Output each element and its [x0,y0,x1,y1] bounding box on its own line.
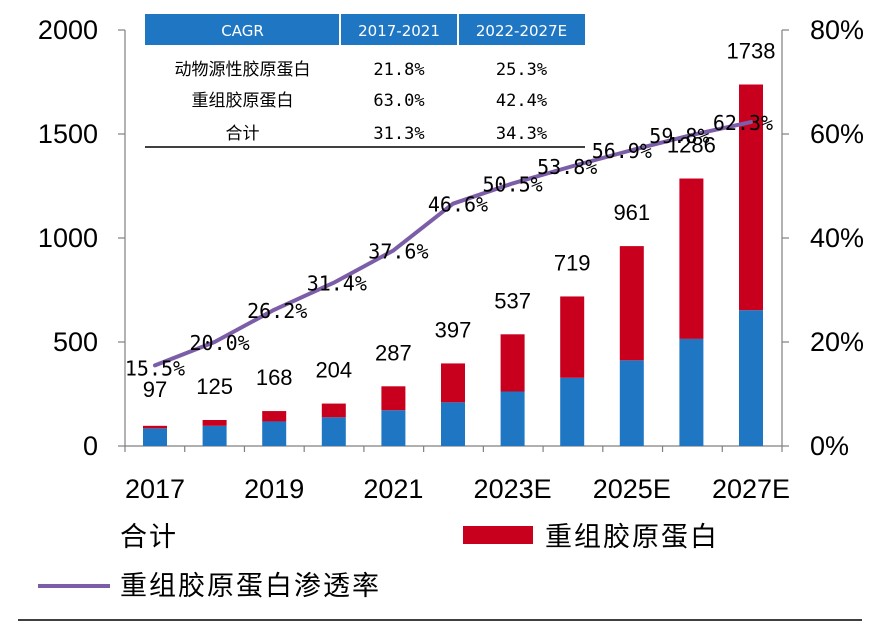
bar-total-segment [679,338,704,446]
legend-label-penetration: 重组胶原蛋白渗透率 [120,571,381,602]
bar-recombinant-segment [202,420,227,426]
bar-total-label: 97 [143,377,167,402]
y-right-tick-label: 80% [810,15,864,45]
bar-total-segment [143,428,167,446]
bar-recombinant-segment [560,296,585,378]
penetration-label: 59.8% [649,124,709,148]
penetration-label: 20.0% [189,331,249,355]
axes: 0 500 1000 1500 2000 0% 20% 40% 60% 80% 2017 2019 20… [38,15,864,504]
bar-total-label: 287 [375,340,412,365]
legend-label-total: 合计 [120,522,178,553]
cagr-header-bg [145,14,585,45]
bar-total-label: 1286 [667,133,716,158]
penetration-label: 62.3% [713,111,773,135]
bar-recombinant-segment [500,334,525,392]
y-left-tick-label: 500 [53,327,98,357]
penetration-label: 53.8% [537,155,597,179]
bar-total-label: 537 [494,288,531,313]
cagr-cell: 25.3% [496,60,547,80]
bar-total-segment [500,391,525,446]
bar-total-segment [262,421,287,446]
cagr-cell: 重组胶原蛋白 [192,91,294,111]
bar-recombinant-segment [143,425,167,429]
penetration-label: 56.9% [592,139,652,163]
bar-total-label: 1738 [727,38,776,63]
cagr-cell: 42.4% [496,91,547,111]
penetration-line [153,120,753,368]
cagr-cell: 21.8% [373,60,424,80]
bar-total-label: 719 [554,250,591,275]
y-left-tick-label: 0 [83,431,98,461]
bar-recombinant-segment [262,411,287,422]
cagr-table: CAGR 2017-2021 2022-2027E 动物源性胶原蛋白 21.8% 25.3… [145,14,585,148]
bar-recombinant-segment [679,178,704,339]
bar-recombinant-segment [381,386,406,411]
penetration-label: 31.4% [307,272,367,296]
bar-total-label: 961 [613,200,650,225]
penetration-label: 46.6% [428,193,488,217]
bar-total-segment [560,377,585,446]
bar-total-label: 397 [435,317,472,342]
bar-total-segment [739,310,763,446]
y-left-tick-label: 2000 [38,15,98,45]
x-tick-label: 2023E [474,474,552,504]
bar-total-label: 204 [315,358,352,383]
legend-swatch-recombinant [463,526,533,544]
bar-total-segment [381,410,406,446]
bar-total-segment [441,402,465,446]
bar-recombinant-segment [321,403,346,418]
cagr-cell: 63.0% [373,91,424,111]
y-right-tick-label: 0% [810,431,849,461]
penetration-label: 15.5% [125,356,185,380]
x-tick-label: 2017 [125,474,185,504]
bar-total-label: 125 [196,374,233,399]
bar-total-label: 168 [256,365,293,390]
x-tick-label: 2019 [244,474,304,504]
bar-recombinant-segment [619,246,644,361]
bar-total-segment [619,360,644,446]
y-left-tick-label: 1500 [38,119,98,149]
cagr-cell: 动物源性胶原蛋白 [175,60,311,80]
penetration-label: 37.6% [368,239,428,263]
penetration-label: 26.2% [247,299,307,323]
penetration-label: 50.5% [482,172,542,196]
cagr-cell: 合计 [226,124,260,144]
y-right-tick-label: 40% [810,223,864,253]
bar-recombinant-segment [441,363,465,403]
cagr-header-cell: 2017-2021 [358,22,440,40]
bar-total-segment [202,425,227,446]
legend-label-recombinant: 重组胶原蛋白 [545,522,719,553]
x-tick-label: 2027E [712,474,790,504]
cagr-header-cell: CAGR [221,22,264,40]
y-right-tick-label: 60% [810,119,864,149]
bar-total-segment [321,417,346,446]
y-left-tick-label: 1000 [38,223,98,253]
x-tick-label: 2021 [363,474,423,504]
cagr-cell: 31.3% [373,124,424,144]
bars [143,84,763,446]
cagr-header-cell: 2022-2027E [476,22,567,40]
y-right-tick-label: 20% [810,327,864,357]
data-labels: 97 125 168 2042873975377199611286173815.5%2… [125,38,776,402]
x-tick-label: 2025E [593,474,671,504]
cagr-cell: 34.3% [496,124,547,144]
